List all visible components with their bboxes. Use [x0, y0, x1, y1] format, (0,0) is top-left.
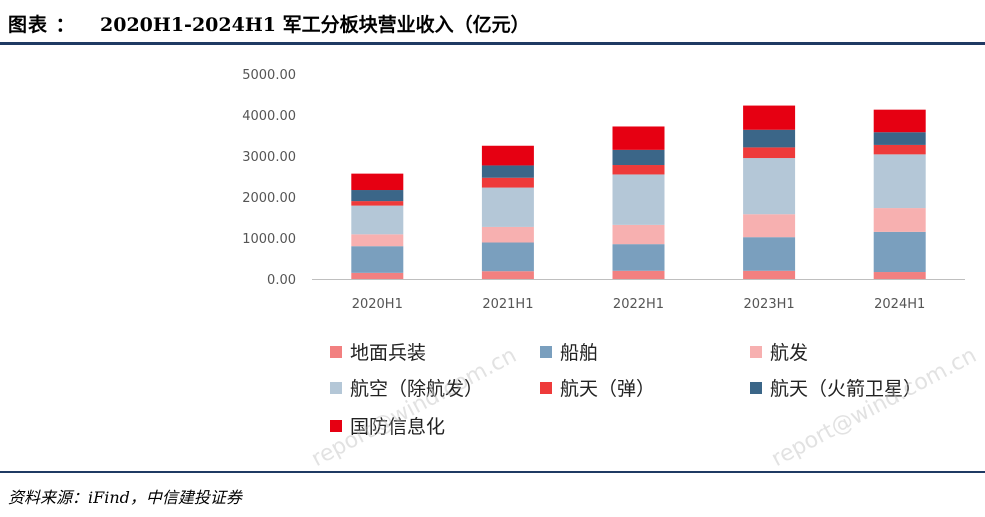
chart-legend: 地面兵装 船舶 航发航空（除航发） 航天（弹） 航天（火箭卫星） 国防信息化	[330, 338, 970, 448]
legend-item: 国防信息化	[330, 412, 445, 439]
bottom-rule	[0, 471, 985, 473]
bar-segment	[612, 270, 665, 279]
legend-item: 船舶	[540, 338, 598, 365]
y-tick-label: 0.00	[267, 273, 296, 288]
bar-segment	[351, 173, 404, 191]
bar-segment	[873, 132, 926, 145]
bar-segment	[873, 272, 926, 279]
bar-segment	[612, 224, 665, 245]
legend-swatch	[330, 381, 342, 394]
legend-item: 航空（除航发）	[330, 374, 483, 401]
legend-label: 国防信息化	[350, 416, 446, 438]
y-tick-label: 5000.00	[242, 68, 296, 83]
legend-label: 航发	[770, 342, 809, 364]
bar-segment	[481, 145, 534, 166]
bar-segment	[743, 270, 796, 279]
chart-title: 2020H1-2024H1 军工分板块营业收入（亿元）	[100, 14, 530, 36]
bar-segment	[743, 129, 796, 148]
bar-segment	[481, 187, 534, 227]
bar-segment	[481, 242, 534, 272]
bar-segment	[612, 165, 665, 175]
x-tick-label: 2020H1	[352, 297, 403, 312]
bar-segment	[743, 214, 796, 238]
bar-segment	[481, 226, 534, 243]
header: 图表 ： 2020H1-2024H1 军工分板块营业收入（亿元）	[0, 0, 985, 44]
bar-segment	[481, 271, 534, 279]
bar-segment	[351, 234, 404, 247]
bar-segment	[743, 147, 796, 159]
bar-segment	[873, 208, 926, 232]
legend-swatch	[750, 345, 762, 358]
y-tick-label: 3000.00	[242, 150, 296, 165]
legend-item: 航天（火箭卫星）	[750, 374, 922, 401]
legend-item: 航天（弹）	[540, 374, 655, 401]
legend-swatch	[750, 381, 762, 394]
bar-segment	[743, 158, 796, 215]
figure-label: 图表 ：	[8, 14, 76, 36]
legend-label: 航空（除航发）	[350, 378, 484, 400]
legend-label: 地面兵装	[350, 342, 427, 364]
bar-segment	[351, 201, 404, 206]
legend-swatch	[540, 381, 552, 394]
bar-segment	[481, 177, 534, 188]
x-tick-label: 2021H1	[482, 297, 533, 312]
legend-item: 航发	[750, 338, 808, 365]
legend-swatch	[330, 345, 342, 358]
bar-segment	[481, 165, 534, 178]
y-tick-label: 4000.00	[242, 109, 296, 124]
bar-segment	[351, 272, 404, 279]
legend-label: 航天（弹）	[560, 378, 656, 400]
legend-swatch	[330, 419, 342, 432]
bar-segment	[612, 244, 665, 271]
x-tick-label: 2024H1	[874, 297, 925, 312]
bar-segment	[873, 154, 926, 209]
x-tick-label: 2022H1	[613, 297, 664, 312]
legend-item: 地面兵装	[330, 338, 426, 365]
legend-swatch	[540, 345, 552, 358]
bar-segment	[351, 205, 404, 235]
y-tick-label: 2000.00	[242, 191, 296, 206]
top-rule	[0, 42, 985, 45]
bar-segment	[351, 190, 404, 202]
legend-label: 船舶	[560, 342, 599, 364]
bar-segment	[743, 237, 796, 271]
bar-segment	[612, 149, 665, 166]
bar-segment	[743, 105, 796, 130]
y-tick-label: 1000.00	[242, 232, 296, 247]
bar-segment	[612, 174, 665, 225]
bar-segment	[873, 231, 926, 273]
bar-segment	[873, 144, 926, 155]
bar-segment	[873, 109, 926, 133]
x-tick-label: 2023H1	[744, 297, 795, 312]
legend-label: 航天（火箭卫星）	[770, 378, 923, 400]
bar-segment	[351, 246, 404, 273]
bar-segment	[612, 126, 665, 150]
source-note: 资料来源：iFind，中信建投证券	[8, 488, 242, 507]
